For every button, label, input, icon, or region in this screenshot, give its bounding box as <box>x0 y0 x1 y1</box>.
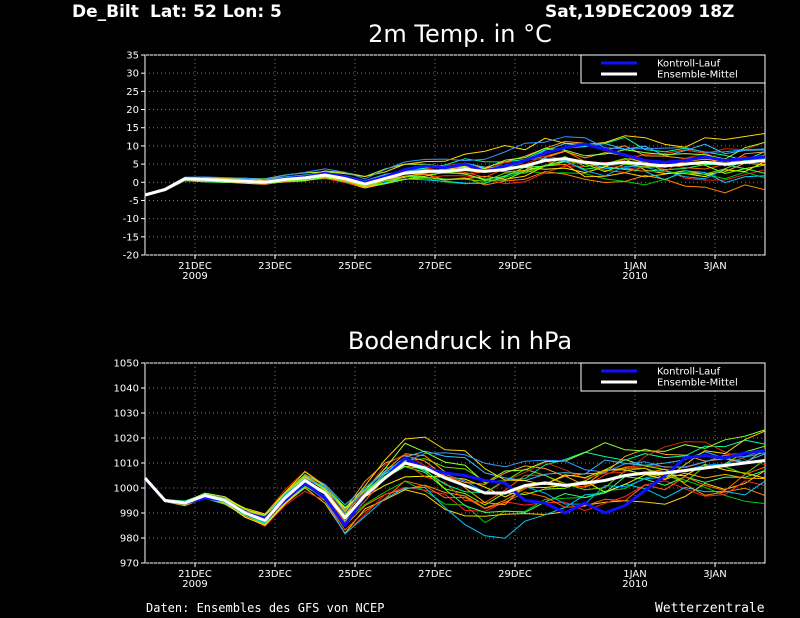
y-tick-label: -20 <box>123 251 139 262</box>
temp-chart-title: 2m Temp. in °C <box>368 20 552 48</box>
data-source-note: Daten: Ensembles des GFS von NCEP <box>146 601 385 615</box>
brand-label: Wetterzentrale <box>655 601 765 616</box>
run-time: Sat,19DEC2009 18Z <box>545 2 735 22</box>
x-tick-label: 21DEC <box>178 569 212 580</box>
y-tick-label: 5 <box>133 160 139 171</box>
y-tick-label: 35 <box>126 51 139 62</box>
y-tick-label: 0 <box>133 178 139 189</box>
x-tick-label: 25DEC <box>338 569 372 580</box>
pressure-chart-title: Bodendruck in hPa <box>347 327 573 355</box>
station-coords: Lat: 52 Lon: 5 <box>150 2 282 22</box>
x-tick-label: 23DEC <box>258 261 292 272</box>
y-tick-label: 1030 <box>114 409 139 420</box>
x-tick-label: 21DEC <box>178 261 212 272</box>
y-tick-label: 1050 <box>114 359 139 370</box>
ensemble-member-line <box>144 429 766 516</box>
y-tick-label: 30 <box>126 69 139 80</box>
legend-label: Ensemble-Mittel <box>657 70 738 81</box>
y-tick-label: 970 <box>120 559 139 570</box>
y-tick-label: 1000 <box>114 484 139 495</box>
y-tick-label: -5 <box>129 196 139 207</box>
x-tick-label: 25DEC <box>338 261 372 272</box>
x-tick-label: 29DEC <box>498 569 532 580</box>
x-tick-label: 29DEC <box>498 261 532 272</box>
y-tick-label: 1020 <box>114 434 139 445</box>
ensemble-mean-line <box>144 157 766 197</box>
station-name: De_Bilt <box>72 2 139 22</box>
legend-label: Ensemble-Mittel <box>657 378 738 389</box>
y-tick-label: 1010 <box>114 459 139 470</box>
y-tick-label: 1040 <box>114 384 139 395</box>
ensemble-mean-line <box>143 459 766 522</box>
y-tick-label: 20 <box>126 105 139 116</box>
y-tick-label: 15 <box>126 123 139 134</box>
y-tick-label: 990 <box>120 509 139 520</box>
legend-box <box>580 54 766 84</box>
plot-frame <box>144 54 766 256</box>
y-tick-label: -15 <box>123 232 139 243</box>
x-tick-year-label: 2010 <box>622 271 647 282</box>
x-tick-year-label: 2010 <box>622 579 647 590</box>
legend-label: Kontroll-Lauf <box>657 367 721 378</box>
x-tick-label: 27DEC <box>418 261 452 272</box>
x-tick-label: 23DEC <box>258 569 292 580</box>
x-tick-label: 1JAN <box>623 569 646 580</box>
y-tick-label: 25 <box>126 87 139 98</box>
x-tick-label: 1JAN <box>623 261 646 272</box>
legend-box <box>580 362 766 392</box>
legend-label: Kontroll-Lauf <box>657 59 721 70</box>
ensemble-member-line <box>144 477 766 536</box>
x-tick-label: 27DEC <box>418 569 452 580</box>
x-tick-year-label: 2009 <box>182 271 207 282</box>
ensemble-member-line <box>144 136 766 196</box>
ensemble-member-line <box>144 140 766 196</box>
chart-panel-1: 97098099010001010102010301040105021DEC20… <box>114 359 766 590</box>
x-tick-label: 3JAN <box>703 261 726 272</box>
x-tick-label: 3JAN <box>703 569 726 580</box>
x-tick-year-label: 2009 <box>182 579 207 590</box>
y-tick-label: -10 <box>123 214 139 225</box>
y-tick-label: 10 <box>126 141 139 152</box>
y-tick-label: 980 <box>120 534 139 545</box>
